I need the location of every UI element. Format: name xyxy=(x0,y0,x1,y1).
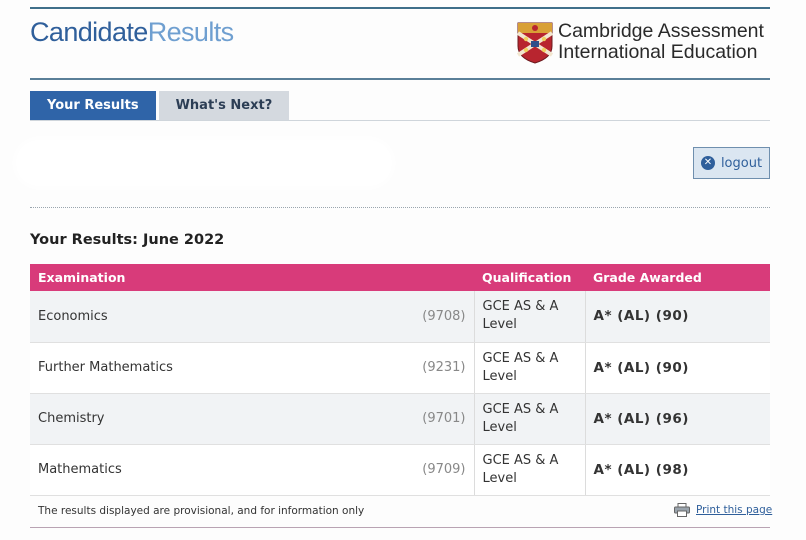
logout-label: logout xyxy=(720,155,763,171)
table-header-row: Examination Qualification Grade Awarded xyxy=(30,264,770,291)
qualification-cell: GCE AS & A Level xyxy=(473,342,586,394)
exam-name: Mathematics xyxy=(38,462,122,477)
column-header-examination: Examination xyxy=(30,264,474,291)
top-rule xyxy=(30,7,770,9)
exam-cell: Further Mathematics (9231) xyxy=(30,342,474,394)
exam-code: (9708) xyxy=(422,308,466,324)
dotted-divider xyxy=(30,207,770,208)
exam-cell: Mathematics (9709) xyxy=(30,444,474,496)
organization-name: Cambridge Assessment International Educa… xyxy=(558,21,764,63)
redacted-candidate-info xyxy=(14,138,394,188)
exam-cell: Economics (9708) xyxy=(30,291,474,343)
exam-name: Chemistry xyxy=(38,411,105,426)
exam-code: (9231) xyxy=(422,360,466,375)
app-brand: CandidateResults xyxy=(30,17,234,48)
tab-whats-next[interactable]: What's Next? xyxy=(158,91,290,121)
column-header-grade: Grade Awarded xyxy=(585,264,770,291)
results-table: Examination Qualification Grade Awarded … xyxy=(30,264,770,496)
bottom-divider xyxy=(30,527,770,528)
grade-cell: A* (AL) (90) xyxy=(585,291,770,343)
exam-code: (9709) xyxy=(422,462,466,477)
cambridge-crest-icon xyxy=(517,22,553,64)
table-row: Further Mathematics (9231) GCE AS & A Lev… xyxy=(30,342,770,394)
exam-name: Further Mathematics xyxy=(38,360,173,375)
print-link[interactable]: Print this page xyxy=(674,503,772,517)
table-row: Chemistry (9701) GCE AS & A Level A* (AL)… xyxy=(30,393,770,445)
tab-bar: Your Results What's Next? xyxy=(30,91,292,121)
header-divider xyxy=(30,78,770,80)
printer-icon xyxy=(674,503,690,517)
qualification-cell: GCE AS & A Level xyxy=(473,393,586,445)
grade-cell: A* (AL) (96) xyxy=(585,393,770,445)
logout-button[interactable]: ✕ logout xyxy=(693,147,770,179)
tab-your-results[interactable]: Your Results xyxy=(30,91,156,121)
org-line-1: Cambridge Assessment xyxy=(558,20,764,42)
table-row: Economics (9708) GCE AS & A Level A* (AL)… xyxy=(30,291,770,343)
table-row: Mathematics (9709) GCE AS & A Level A* (A… xyxy=(30,444,770,496)
tab-divider xyxy=(30,120,770,121)
column-header-qualification: Qualification xyxy=(474,264,585,291)
org-line-2: International Education xyxy=(558,41,758,63)
close-circle-icon: ✕ xyxy=(700,156,715,170)
qualification-cell: GCE AS & A Level xyxy=(473,291,586,343)
grade-cell: A* (AL) (98) xyxy=(585,444,770,496)
print-label: Print this page xyxy=(696,504,773,516)
brand-part-1: Candidate xyxy=(30,17,148,47)
brand-part-2: Results xyxy=(147,17,234,47)
grade-cell: A* (AL) (90) xyxy=(585,342,770,394)
exam-code: (9701) xyxy=(422,411,466,426)
provisional-note: The results displayed are provisional, a… xyxy=(38,505,365,517)
qualification-cell: GCE AS & A Level xyxy=(473,444,586,496)
exam-name: Economics xyxy=(38,308,108,324)
results-title: Your Results: June 2022 xyxy=(30,232,225,248)
exam-cell: Chemistry (9701) xyxy=(30,393,474,445)
